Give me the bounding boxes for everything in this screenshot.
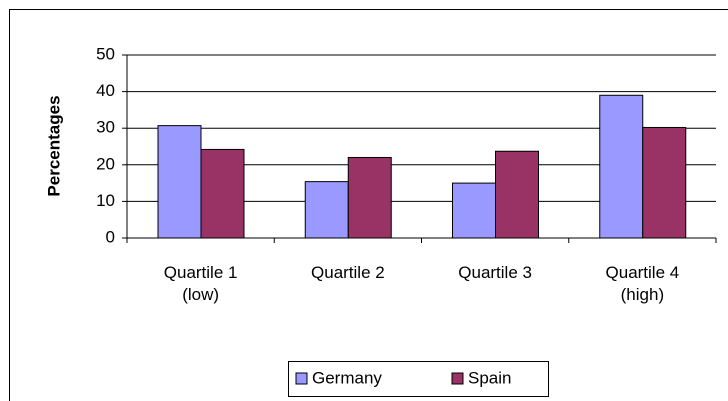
legend-swatch bbox=[451, 372, 464, 385]
legend-swatch bbox=[295, 372, 308, 385]
y-tick-label: 40 bbox=[96, 81, 115, 100]
y-tick-label: 30 bbox=[96, 118, 115, 137]
x-tick-label: Quartile 4 (high) bbox=[605, 263, 680, 304]
y-tick-label: 50 bbox=[96, 44, 115, 63]
bar bbox=[642, 126, 687, 239]
legend-box bbox=[288, 361, 549, 397]
bar bbox=[200, 148, 245, 239]
legend-label: Spain bbox=[468, 368, 511, 387]
y-tick-label: 0 bbox=[106, 227, 115, 246]
x-tick-label: Quartile 3 bbox=[458, 263, 532, 282]
x-tick-label: Quartile 1 (low) bbox=[163, 263, 238, 304]
y-tick-label: 20 bbox=[96, 154, 115, 173]
bar bbox=[347, 156, 392, 239]
bar bbox=[157, 125, 202, 239]
bar bbox=[495, 150, 539, 239]
bar bbox=[304, 181, 349, 239]
x-tick-label: Quartile 2 bbox=[311, 263, 385, 282]
legend-label: Germany bbox=[312, 368, 382, 387]
frame bbox=[9, 9, 728, 401]
y-tick-label: 10 bbox=[96, 191, 115, 210]
bar bbox=[599, 94, 644, 239]
bar bbox=[452, 182, 496, 239]
y-axis-label: Percentages bbox=[44, 95, 63, 196]
